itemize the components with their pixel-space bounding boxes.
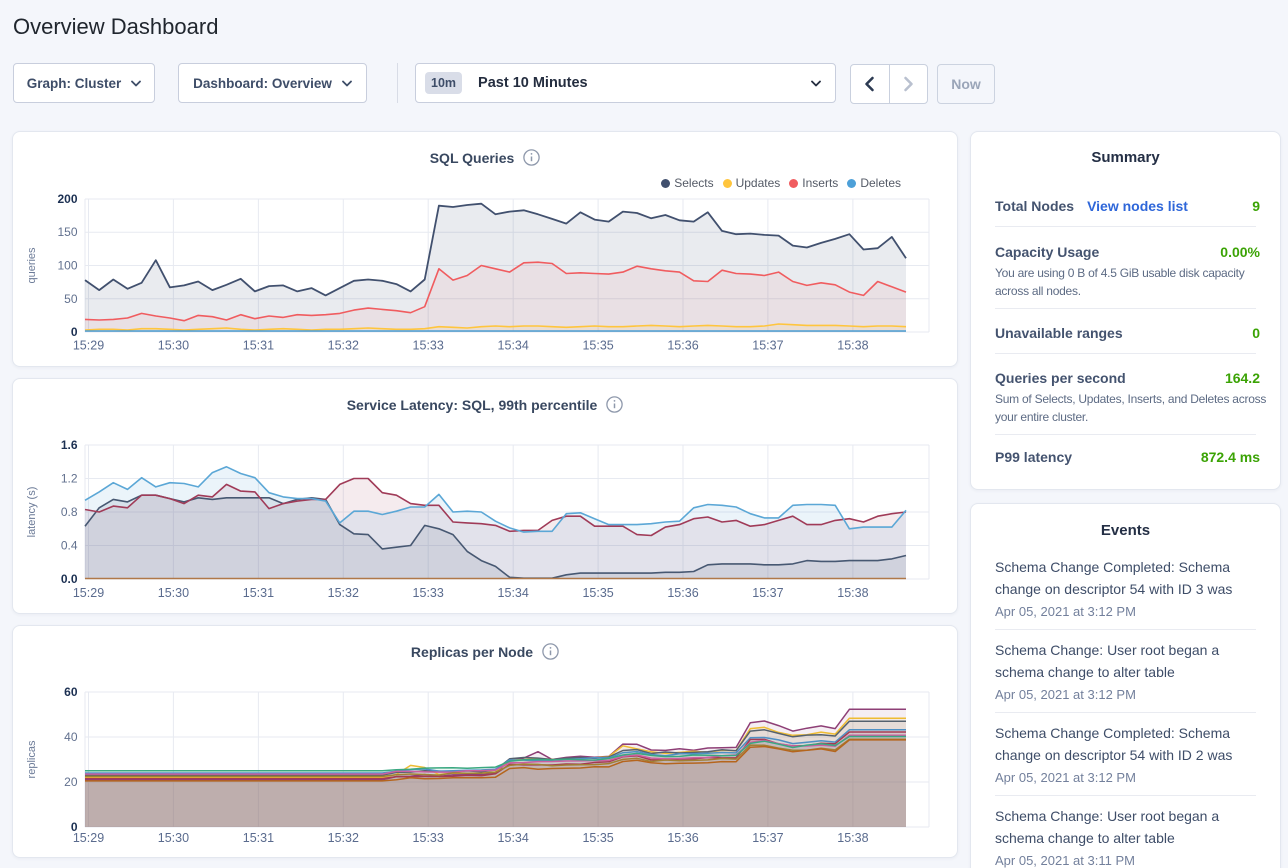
svg-text:15:37: 15:37 [752, 831, 783, 845]
svg-text:15:34: 15:34 [498, 339, 529, 353]
svg-text:100: 100 [57, 259, 77, 273]
svg-text:15:37: 15:37 [752, 339, 783, 353]
svg-text:15:31: 15:31 [243, 586, 274, 600]
svg-text:1.2: 1.2 [61, 472, 78, 486]
svg-text:15:36: 15:36 [667, 586, 698, 600]
svg-text:replicas: replicas [26, 740, 38, 778]
svg-text:60: 60 [64, 685, 78, 699]
svg-text:15:32: 15:32 [328, 586, 359, 600]
svg-text:15:32: 15:32 [328, 339, 359, 353]
svg-text:20: 20 [64, 775, 78, 789]
svg-text:15:35: 15:35 [582, 339, 613, 353]
svg-text:50: 50 [64, 292, 78, 306]
svg-text:15:34: 15:34 [498, 831, 529, 845]
svg-text:15:37: 15:37 [752, 586, 783, 600]
svg-text:15:38: 15:38 [837, 831, 868, 845]
svg-text:15:33: 15:33 [413, 831, 444, 845]
svg-text:15:30: 15:30 [158, 831, 189, 845]
svg-text:0.4: 0.4 [61, 539, 78, 553]
svg-text:15:30: 15:30 [158, 586, 189, 600]
svg-text:15:29: 15:29 [73, 339, 104, 353]
svg-text:200: 200 [57, 192, 77, 206]
svg-text:150: 150 [57, 225, 77, 239]
svg-text:15:35: 15:35 [582, 831, 613, 845]
svg-text:15:35: 15:35 [582, 586, 613, 600]
svg-text:15:34: 15:34 [498, 586, 529, 600]
svg-text:15:36: 15:36 [667, 831, 698, 845]
svg-text:15:33: 15:33 [413, 586, 444, 600]
svg-text:latency (s): latency (s) [26, 487, 38, 538]
svg-text:0: 0 [71, 820, 78, 834]
svg-text:15:36: 15:36 [667, 339, 698, 353]
svg-text:15:31: 15:31 [243, 831, 274, 845]
svg-text:queries: queries [26, 247, 38, 284]
svg-text:15:30: 15:30 [158, 339, 189, 353]
svg-text:0.8: 0.8 [61, 505, 78, 519]
svg-text:0: 0 [71, 325, 78, 339]
svg-text:15:29: 15:29 [73, 586, 104, 600]
svg-text:15:31: 15:31 [243, 339, 274, 353]
svg-text:1.6: 1.6 [61, 438, 78, 452]
svg-text:15:33: 15:33 [413, 339, 444, 353]
svg-text:15:29: 15:29 [73, 831, 104, 845]
svg-text:40: 40 [64, 730, 78, 744]
svg-text:0.0: 0.0 [61, 572, 78, 586]
svg-text:15:38: 15:38 [837, 586, 868, 600]
svg-text:15:32: 15:32 [328, 831, 359, 845]
svg-text:15:38: 15:38 [837, 339, 868, 353]
